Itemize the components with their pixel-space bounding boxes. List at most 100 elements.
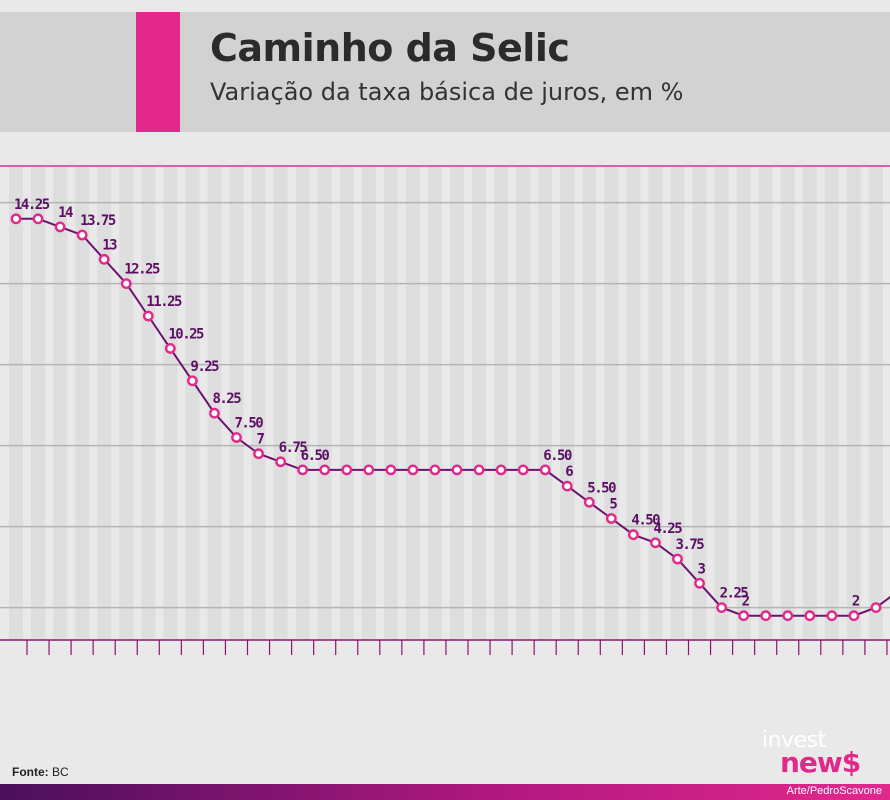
data-point-marker — [231, 432, 242, 443]
grid-column-stripe — [141, 167, 156, 639]
chart-title: Caminho da Selic — [210, 26, 570, 70]
grid-column-stripe — [317, 167, 332, 639]
grid-column-stripe — [538, 167, 553, 639]
grid-column-stripe — [868, 167, 883, 639]
data-point-label: 7 — [257, 432, 265, 448]
grid-column-stripe — [383, 167, 398, 639]
data-point-marker — [407, 464, 419, 476]
data-point-marker — [142, 310, 154, 322]
data-point-label: 6 — [565, 464, 573, 480]
grid-column-stripe — [560, 167, 575, 639]
logo-invest-text: invest — [762, 728, 826, 753]
data-point-label: 7.50 — [235, 416, 264, 432]
data-point-label: 10.25 — [168, 326, 204, 342]
data-point-marker — [495, 464, 507, 476]
data-point-marker — [870, 602, 882, 614]
grid-column-stripe — [692, 167, 707, 639]
grid-column-stripe — [450, 167, 464, 639]
grid-column-stripe — [736, 167, 751, 639]
data-point-label: 9.25 — [190, 359, 219, 375]
header-accent-bar — [136, 12, 180, 132]
grid-column-stripe — [295, 167, 310, 639]
footer-gradient-bar — [0, 784, 890, 800]
source-value: BC — [52, 765, 69, 779]
grid-column-stripe — [472, 167, 487, 639]
selic-line-chart: 14.25 14 13.75 13 12.25 11.25 10.25 9.25 8.25 7.5… — [0, 165, 890, 655]
grid-column-stripe — [251, 167, 266, 639]
data-point-marker — [209, 407, 220, 419]
grid-column-stripe — [626, 167, 641, 639]
data-point-marker — [804, 610, 816, 622]
data-point-marker — [385, 464, 397, 476]
data-point-marker — [716, 602, 727, 614]
data-point-label: 6.50 — [301, 448, 330, 464]
data-point-marker — [539, 464, 551, 476]
data-point-marker — [76, 229, 88, 241]
data-point-marker — [473, 464, 485, 476]
data-point-marker — [583, 496, 595, 508]
grid-column-stripe — [97, 167, 112, 639]
grid-column-stripe — [75, 167, 90, 639]
data-point-marker — [363, 464, 375, 476]
data-point-marker — [760, 610, 772, 622]
data-point-marker — [628, 529, 639, 541]
data-point-marker — [253, 448, 264, 460]
grid-column-stripe — [802, 167, 817, 639]
data-point-marker — [32, 213, 44, 225]
data-point-label: 3 — [698, 561, 706, 577]
data-point-marker — [319, 464, 331, 476]
data-point-label: 5 — [609, 497, 617, 513]
data-point-marker — [738, 610, 750, 622]
data-point-label: 2 — [742, 594, 750, 610]
data-point-label: 5.50 — [587, 480, 616, 496]
data-point-marker — [10, 213, 22, 225]
grid-column-stripe — [405, 167, 420, 639]
data-point-label: 14.25 — [14, 197, 50, 213]
grid-column-stripe — [9, 167, 23, 639]
grid-column-stripe — [361, 167, 376, 639]
data-point-label: 14 — [58, 205, 73, 221]
grid-column-stripe — [229, 167, 244, 639]
grid-column-stripe — [207, 167, 222, 639]
grid-column-stripe — [714, 167, 729, 639]
grid-column-stripe — [53, 167, 68, 639]
data-point-label: 2 — [852, 594, 860, 610]
source-note: Fonte: BC — [12, 765, 69, 779]
grid-column-stripe — [31, 167, 46, 639]
data-point-marker — [341, 464, 353, 476]
data-point-label: 6.50 — [543, 448, 572, 464]
grid-column-stripe — [604, 167, 619, 639]
data-point-marker — [517, 464, 529, 476]
investnews-logo: invest new$ — [762, 728, 872, 780]
grid-column-stripe — [119, 167, 134, 639]
source-label: Fonte: — [12, 765, 49, 779]
data-point-label: 4.25 — [653, 521, 682, 537]
data-point-marker — [297, 464, 309, 476]
logo-news-text: new$ — [780, 746, 861, 779]
data-point-label: 4.50 — [631, 513, 660, 529]
data-point-marker — [694, 577, 705, 589]
top-strip — [0, 0, 890, 12]
data-point-marker — [672, 553, 683, 565]
data-point-marker — [848, 610, 860, 622]
data-point-marker — [54, 221, 66, 233]
data-point-marker — [429, 464, 441, 476]
data-point-marker — [186, 375, 198, 387]
data-point-marker — [98, 253, 110, 265]
grid-column-stripe — [273, 167, 288, 639]
data-point-label: 2.25 — [720, 586, 749, 602]
grid-column-stripe — [494, 167, 509, 639]
grid-column-stripe — [185, 167, 200, 639]
data-point-label: 6.75 — [279, 440, 308, 456]
grid-column-stripe — [648, 167, 663, 639]
grid-column-stripe — [846, 167, 861, 639]
data-point-label: 12.25 — [124, 262, 160, 278]
grid-column-stripe — [582, 167, 597, 639]
art-credit: Arte/PedroScavone — [786, 785, 882, 797]
data-point-label: 13 — [102, 237, 117, 253]
grid-column-stripe — [758, 167, 773, 639]
data-point-marker — [451, 464, 463, 476]
data-point-marker — [275, 456, 286, 468]
data-point-marker — [164, 343, 176, 354]
grid-column-stripe — [780, 167, 795, 639]
